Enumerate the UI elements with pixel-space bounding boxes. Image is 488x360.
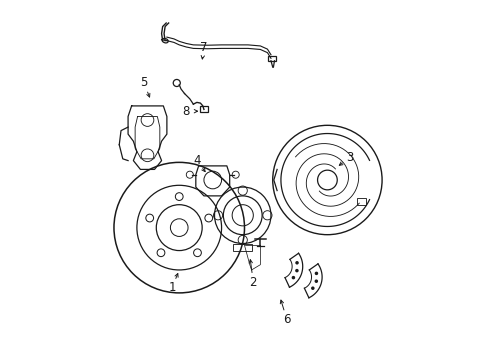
Circle shape xyxy=(295,261,298,265)
Text: 8: 8 xyxy=(182,105,189,118)
Bar xyxy=(357,198,366,204)
Text: 5: 5 xyxy=(140,76,147,90)
Circle shape xyxy=(314,271,318,275)
Text: 4: 4 xyxy=(193,154,200,167)
Text: 2: 2 xyxy=(249,276,257,289)
Circle shape xyxy=(314,279,317,283)
Bar xyxy=(200,106,208,112)
Text: 7: 7 xyxy=(200,41,207,54)
Bar xyxy=(233,243,252,251)
Text: 3: 3 xyxy=(346,150,353,163)
Circle shape xyxy=(291,276,295,279)
Text: 1: 1 xyxy=(168,281,176,294)
Circle shape xyxy=(295,269,298,273)
Bar xyxy=(268,56,276,61)
Circle shape xyxy=(310,287,314,290)
Text: 6: 6 xyxy=(283,313,290,326)
